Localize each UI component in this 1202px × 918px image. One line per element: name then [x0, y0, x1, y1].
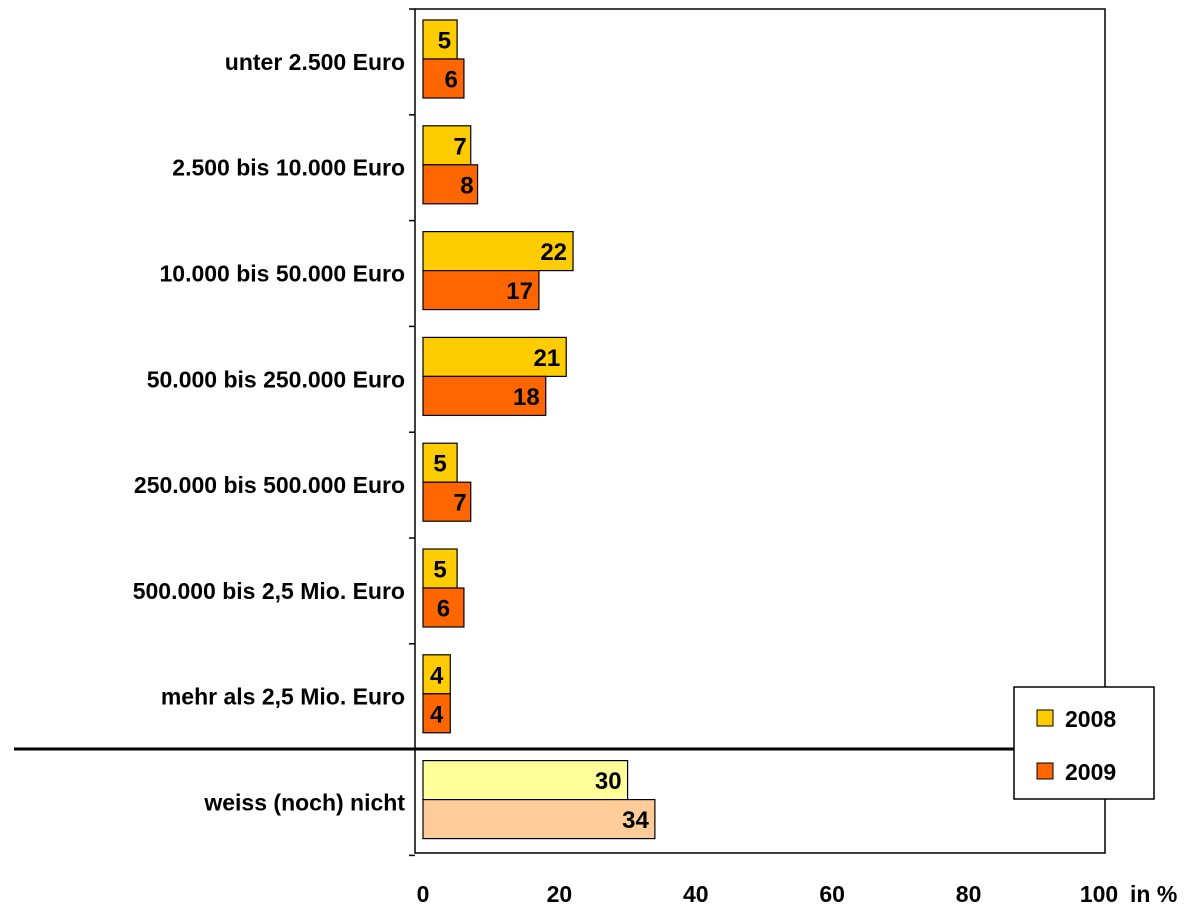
bar-2009-weiss-noch-nicht [422, 798, 656, 840]
category-label-weiss-noch-nicht: weiss (noch) nicht [203, 790, 405, 816]
x-tick-label-20: 20 [547, 881, 573, 907]
data-label-2009-10-000-bis-50-000-euro: 17 [506, 278, 533, 305]
bar-2009-250-000-bis-500-000-euro [422, 481, 472, 522]
data-label-2009-500-000-bis-2-5-mio-euro: 6 [437, 596, 450, 623]
x-tick-label-100: 100 [1080, 881, 1118, 907]
legend-label-2008: 2008 [1065, 706, 1116, 732]
bar-2009-mehr-als-2-5-mio-euro [422, 693, 451, 734]
data-label-2008-250-000-bis-500-000-euro: 5 [433, 451, 446, 478]
legend-box [1013, 686, 1155, 800]
legend-swatch-2008 [1036, 709, 1054, 727]
legend-swatch-2009 [1036, 762, 1054, 780]
legend: 2008 2009 [1013, 686, 1155, 800]
legend-label-2009: 2009 [1065, 759, 1116, 785]
bar-2008-unter-2-500-euro [422, 19, 458, 60]
data-label-2009-weiss-noch-nicht: 34 [622, 807, 649, 834]
data-label-2009-2-500-bis-10-000-euro: 8 [460, 172, 473, 199]
bar-2009-2-500-bis-10-000-euro [422, 164, 479, 205]
bar-2008-10-000-bis-50-000-euro [422, 231, 574, 272]
x-tick-labels: 0 20 40 60 80 100 in % [417, 881, 1178, 907]
bar-2008-500-000-bis-2-5-mio-euro [422, 548, 458, 589]
category-label-mehr-als-2-5-mio-euro: mehr als 2,5 Mio. Euro [161, 684, 405, 710]
bar-2009-50-000-bis-250-000-euro [422, 375, 547, 416]
bar-2009-unter-2-500-euro [422, 58, 465, 99]
bar-2009-10-000-bis-50-000-euro [422, 270, 540, 311]
bar-2008-50-000-bis-250-000-euro [422, 336, 567, 377]
x-tick-label-40: 40 [683, 881, 709, 907]
x-unit-label: in % [1130, 881, 1177, 907]
bar-2008-weiss-noch-nicht [422, 759, 629, 801]
data-label-2008-50-000-bis-250-000-euro: 21 [534, 345, 561, 372]
data-label-2008-weiss-noch-nicht: 30 [595, 768, 622, 795]
data-label-2009-50-000-bis-250-000-euro: 18 [513, 384, 540, 411]
category-label-unter-2-500-euro: unter 2.500 Euro [225, 49, 405, 75]
data-label-2009-mehr-als-2-5-mio-euro: 4 [430, 701, 444, 728]
data-label-2008-10-000-bis-50-000-euro: 22 [540, 239, 567, 266]
data-label-2009-250-000-bis-500-000-euro: 7 [453, 490, 466, 517]
category-label-500-000-bis-2-5-mio-euro: 500.000 bis 2,5 Mio. Euro [133, 578, 405, 604]
data-label-2009-unter-2-500-euro: 6 [445, 67, 458, 94]
category-labels: unter 2.500 Euro 2.500 bis 10.000 Euro 10.… [133, 49, 406, 816]
category-label-10-000-bis-50-000-euro: 10.000 bis 50.000 Euro [160, 261, 406, 287]
data-label-2008-2-500-bis-10-000-euro: 7 [453, 133, 466, 160]
x-tick-label-60: 60 [819, 881, 845, 907]
bar-2008-250-000-bis-500-000-euro [422, 442, 458, 483]
bar-2009-500-000-bis-2-5-mio-euro [422, 587, 465, 628]
category-label-2-500-bis-10-000-euro: 2.500 bis 10.000 Euro [172, 155, 405, 181]
data-label-2008-500-000-bis-2-5-mio-euro: 5 [433, 557, 446, 584]
plot-area [414, 8, 1106, 854]
category-label-250-000-bis-500-000-euro: 250.000 bis 500.000 Euro [134, 472, 405, 498]
data-label-2008-mehr-als-2-5-mio-euro: 4 [430, 662, 444, 689]
bar-2008-2-500-bis-10-000-euro [422, 125, 472, 166]
category-label-50-000-bis-250-000-euro: 50.000 bis 250.000 Euro [147, 366, 405, 392]
x-tick-label-80: 80 [956, 881, 982, 907]
data-label-2008-unter-2-500-euro: 5 [438, 28, 451, 55]
x-tick-label-0: 0 [417, 881, 430, 907]
